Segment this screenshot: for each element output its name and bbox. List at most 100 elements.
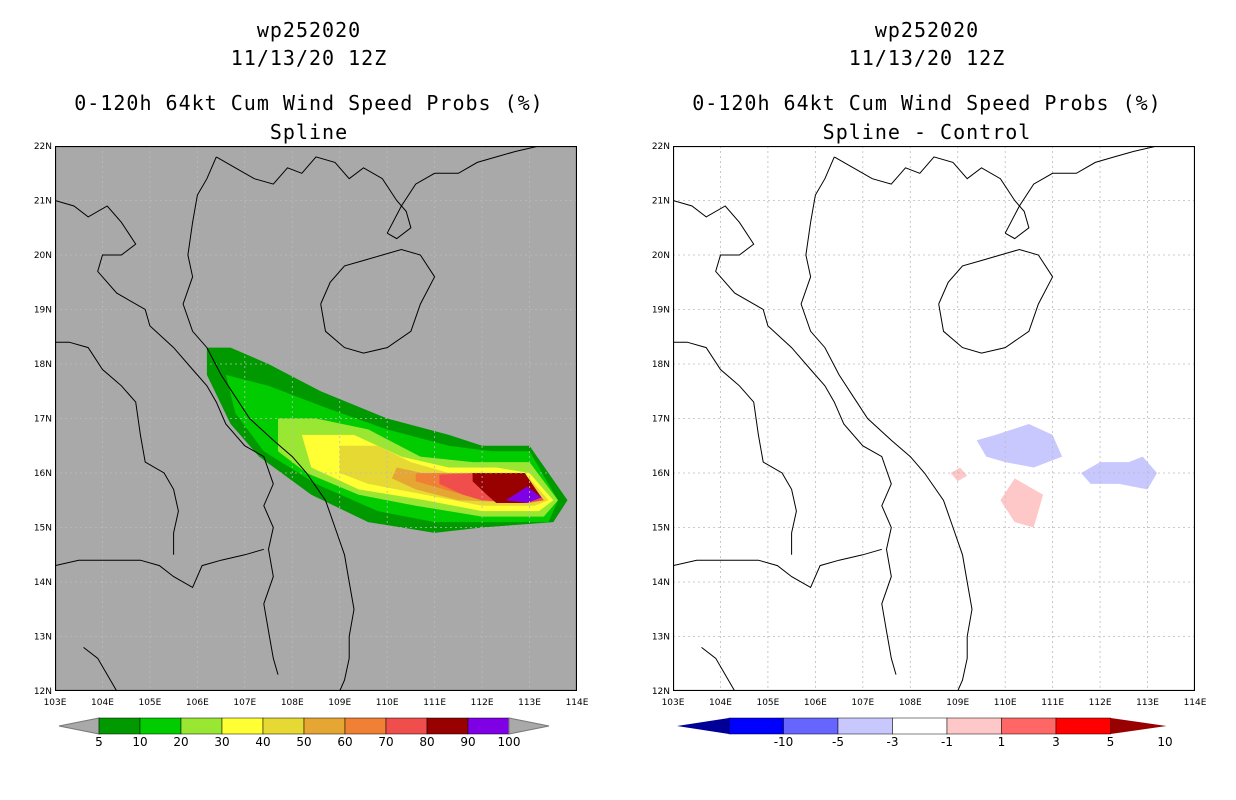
map-axes: 103E 104E 105E 106E 107E 108E 109E 110E 111E 112E…	[652, 142, 1207, 708]
colorbar-segment	[728, 717, 784, 735]
lon-tick-label: 106E	[186, 698, 209, 708]
lat-tick-label: 20N	[34, 251, 52, 261]
colorbar-segment	[1055, 717, 1111, 735]
colorbar-segment	[892, 717, 948, 735]
method-title: Spline - Control	[822, 120, 1032, 144]
lat-tick-label: 18N	[34, 360, 52, 370]
date-title: 11/13/20 12Z	[230, 46, 388, 70]
storm-id-title: wp252020	[874, 18, 980, 42]
colorbar-segment	[467, 717, 510, 735]
colorbar-label: 100	[498, 735, 521, 749]
lat-tick-label: 16N	[652, 469, 670, 479]
lat-tick-label: 20N	[652, 251, 670, 261]
right-panel: wp252020 11/13/20 12Z 0-120h 64kt Cum Wi…	[618, 0, 1236, 800]
colorbar-segment	[303, 717, 346, 735]
colorbar-label: 90	[460, 735, 475, 749]
difference-colorbar: -10 -5 -3 -1 1 3 5 10	[677, 717, 1173, 749]
colorbar-label: -5	[832, 735, 844, 749]
lat-tick-label: 13N	[34, 633, 52, 643]
coastline	[800, 156, 973, 691]
colorbar-segment	[426, 717, 469, 735]
lon-tick-label: 114E	[566, 698, 589, 708]
lat-tick-label: 19N	[34, 306, 52, 316]
lat-tick-label: 22N	[652, 142, 670, 152]
colorbar-label: 40	[255, 735, 270, 749]
colorbar-label: 50	[296, 735, 311, 749]
colorbar-segment	[837, 717, 893, 735]
coastline	[55, 341, 179, 555]
lon-tick-label: 105E	[138, 698, 161, 708]
diff-negative-area	[976, 424, 1063, 468]
coastline	[938, 248, 1054, 354]
lon-tick-label: 105E	[756, 698, 779, 708]
probability-colorbar: 5 10 20 30 40 50 60 70 80 90 100	[58, 717, 550, 749]
colorbar-label: 70	[378, 735, 393, 749]
colorbar-segment	[783, 717, 839, 735]
lon-tick-label: 112E	[1089, 698, 1112, 708]
colorbar-label: -3	[887, 735, 899, 749]
left-panel: wp252020 11/13/20 12Z 0-120h 64kt Cum Wi…	[34, 18, 589, 749]
lat-tick-label: 19N	[652, 306, 670, 316]
probability-map-svg	[55, 146, 577, 691]
colorbar-label: 10	[132, 735, 147, 749]
colorbar-segment	[946, 717, 1002, 735]
colorbar-min-arrow	[58, 717, 100, 735]
coastline	[1004, 146, 1158, 234]
date-title: 11/13/20 12Z	[848, 46, 1006, 70]
product-title: 0-120h 64kt Cum Wind Speed Probs (%)	[692, 91, 1162, 115]
lon-tick-label: 103E	[44, 698, 67, 708]
colorbar-segment	[221, 717, 264, 735]
colorbar-label: 3	[1052, 735, 1060, 749]
lat-tick-label: 13N	[652, 633, 670, 643]
coastline	[386, 146, 540, 234]
colorbar-segment	[1001, 717, 1057, 735]
lon-tick-label: 109E	[328, 698, 351, 708]
lon-tick-label: 106E	[804, 698, 827, 708]
coastline	[834, 156, 1030, 240]
lon-tick-label: 113E	[1136, 698, 1159, 708]
colorbar-label: 5	[95, 735, 103, 749]
colorbar-label: 10	[1157, 735, 1172, 749]
lon-tick-label: 111E	[423, 698, 446, 708]
colorbar-segment	[344, 717, 387, 735]
coastline	[55, 200, 279, 675]
lat-tick-label: 18N	[652, 360, 670, 370]
lat-tick-label: 22N	[34, 142, 52, 152]
prob-90-area	[505, 486, 542, 503]
lat-tick-label: 15N	[34, 524, 52, 534]
colorbar-segment	[262, 717, 305, 735]
lat-tick-label: 21N	[652, 197, 670, 207]
coastline	[320, 248, 436, 354]
lon-tick-label: 103E	[662, 698, 685, 708]
lat-tick-label: 17N	[652, 415, 670, 425]
colorbar-label: -1	[941, 735, 953, 749]
lon-tick-label: 109E	[946, 698, 969, 708]
storm-id-title: wp252020	[256, 18, 362, 42]
colorbar-segment	[180, 717, 223, 735]
map-frame	[55, 146, 577, 691]
map-frame	[673, 146, 1195, 691]
lat-tick-label: 12N	[34, 687, 52, 697]
lon-tick-label: 107E	[233, 698, 256, 708]
lat-tick-label: 12N	[652, 687, 670, 697]
lon-tick-label: 113E	[518, 698, 541, 708]
lon-tick-label: 112E	[471, 698, 494, 708]
colorbar-label: 5	[1107, 735, 1115, 749]
coastline	[83, 647, 118, 691]
lat-tick-label: 21N	[34, 197, 52, 207]
lat-tick-label: 14N	[34, 578, 52, 588]
colorbar-max-arrow	[1110, 718, 1167, 734]
colorbar-label: 30	[214, 735, 229, 749]
lat-tick-label: 15N	[652, 524, 670, 534]
coastline	[673, 200, 897, 675]
lon-tick-label: 107E	[851, 698, 874, 708]
colorbar-segment	[98, 717, 141, 735]
lat-tick-label: 14N	[652, 578, 670, 588]
lon-tick-label: 108E	[281, 698, 304, 708]
coastline	[673, 341, 797, 555]
diff-positive-area	[1000, 478, 1044, 528]
diff-positive-area	[950, 467, 968, 482]
coastline	[55, 548, 264, 589]
colorbar-label: 60	[337, 735, 352, 749]
lon-tick-label: 104E	[91, 698, 114, 708]
